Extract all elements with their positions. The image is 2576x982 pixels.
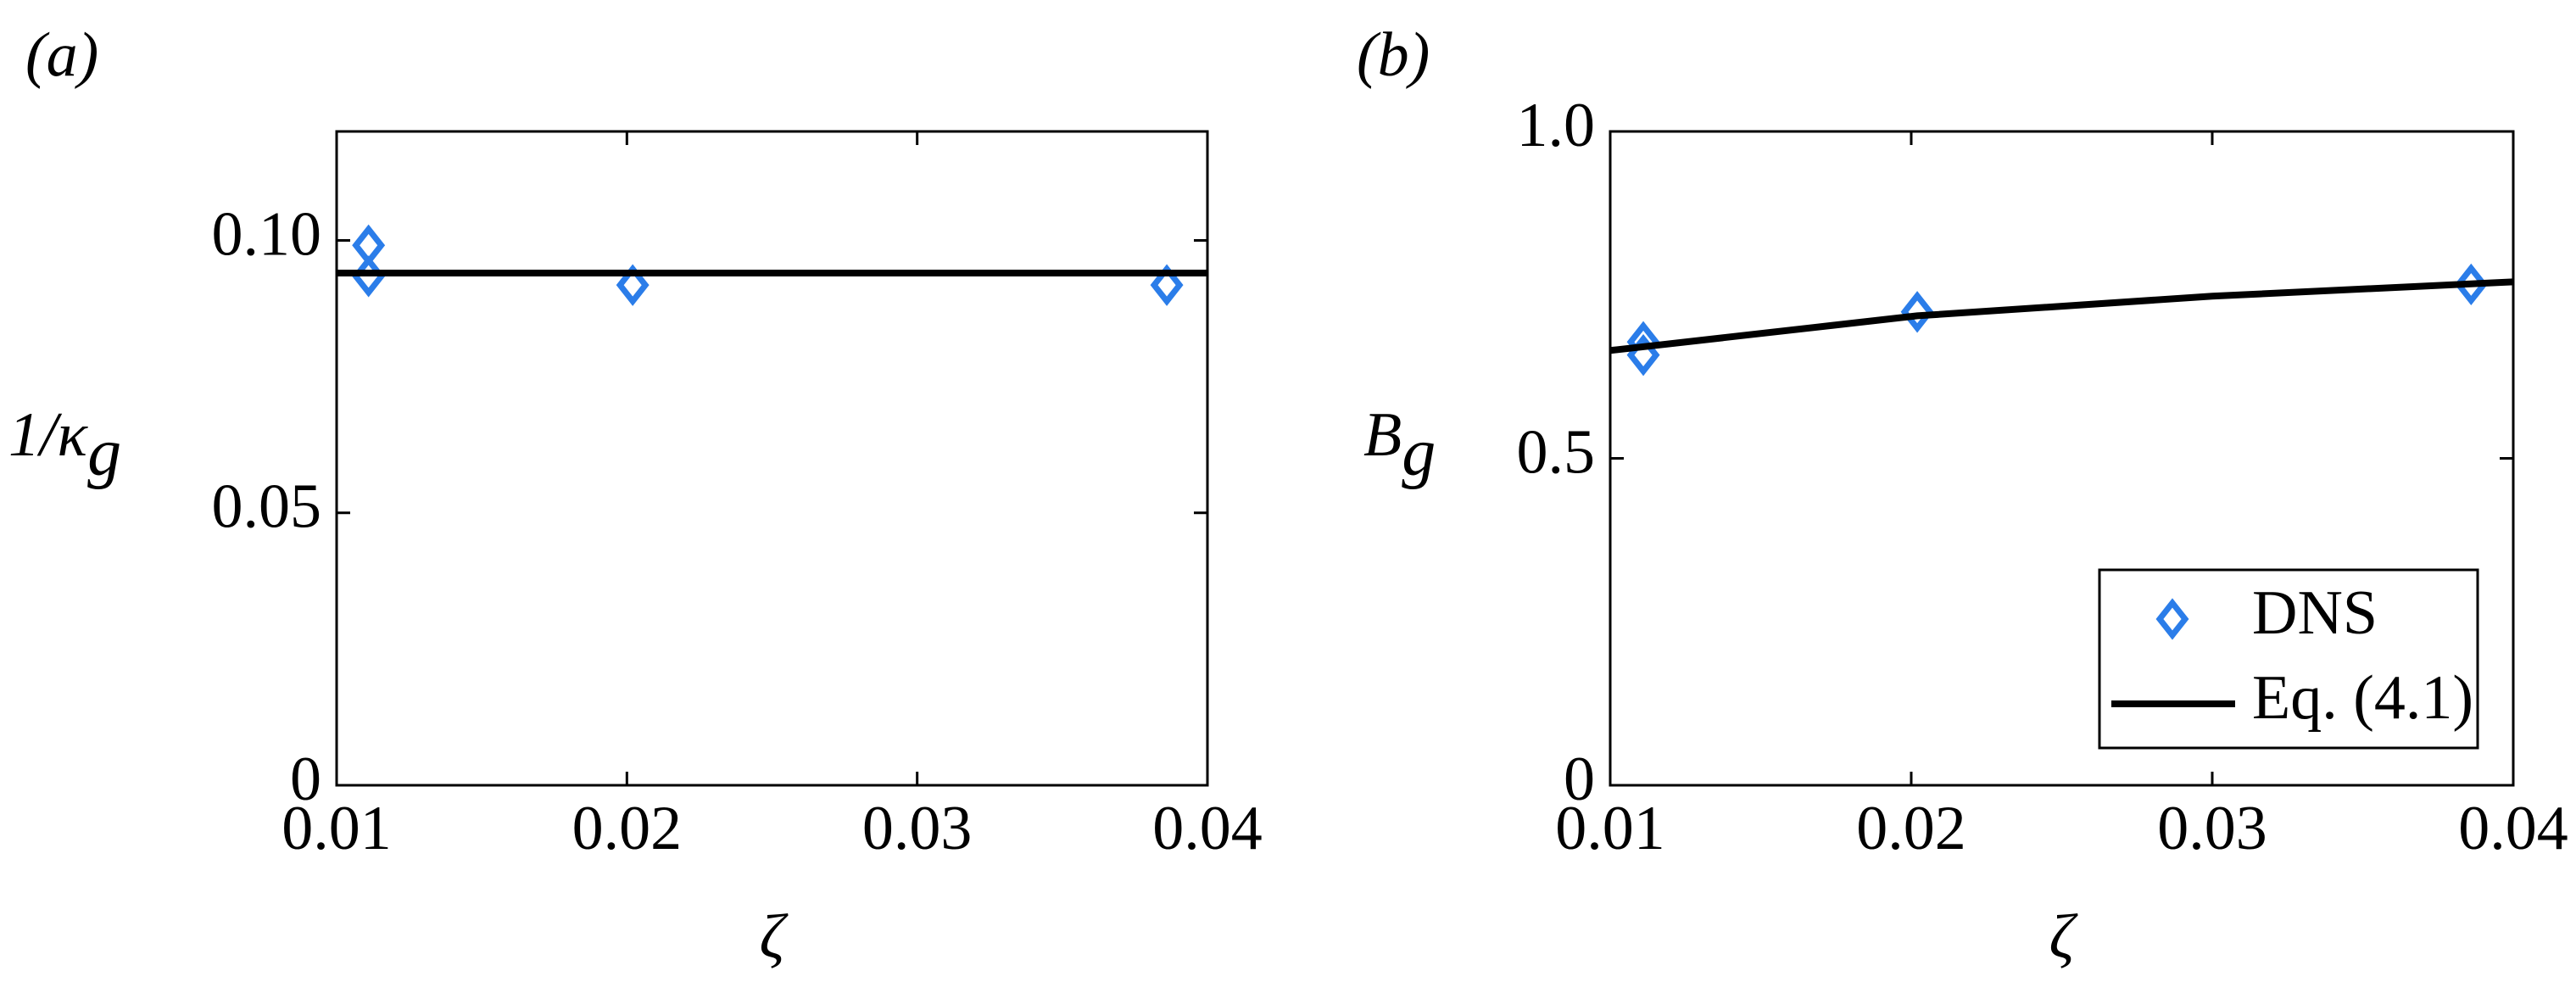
marker: [1150, 264, 1184, 306]
marker: [616, 264, 650, 306]
legend-box: [2098, 568, 2479, 750]
y-axis-label: 1/κg: [8, 400, 121, 490]
y-tick-label: 0.5: [1517, 417, 1596, 487]
x-tick-label: 0.02: [1856, 794, 1966, 863]
x-tick-label: 0.03: [862, 794, 973, 863]
x-tick-label: 0.01: [282, 794, 392, 863]
y-tick-label: 0: [290, 745, 321, 814]
marker: [1900, 291, 1934, 333]
x-tick-label: 0.02: [572, 794, 683, 863]
panel-label: (b): [1357, 20, 1430, 90]
x-tick-label: 0.01: [1555, 794, 1665, 863]
x-axis-label: ζ: [760, 902, 789, 972]
x-axis-label: ζ: [2049, 902, 2079, 972]
legend-label: DNS: [2252, 578, 2378, 648]
x-tick-label: 0.03: [2157, 794, 2267, 863]
y-label-main: B: [1363, 400, 1402, 470]
y-tick-label: 0: [1564, 745, 1595, 814]
legend-marker: [2155, 598, 2189, 640]
x-tick-label: 0.04: [1152, 794, 1263, 863]
y-label-sub: g: [1402, 416, 1436, 490]
y-tick-label: 0.05: [212, 472, 322, 542]
line-series: [1609, 278, 2514, 354]
legend-label: Eq. (4.1): [2252, 663, 2473, 733]
y-axis-label: Bg: [1363, 400, 1436, 490]
plot-frame: [335, 130, 1209, 787]
y-tick-label: 1.0: [1517, 91, 1596, 160]
y-tick-label: 0.10: [212, 199, 322, 269]
y-label-main: 1/κ: [8, 400, 89, 470]
x-tick-label: 0.04: [2458, 794, 2568, 863]
panel-label: (a): [25, 20, 98, 90]
y-label-sub: g: [87, 416, 121, 490]
